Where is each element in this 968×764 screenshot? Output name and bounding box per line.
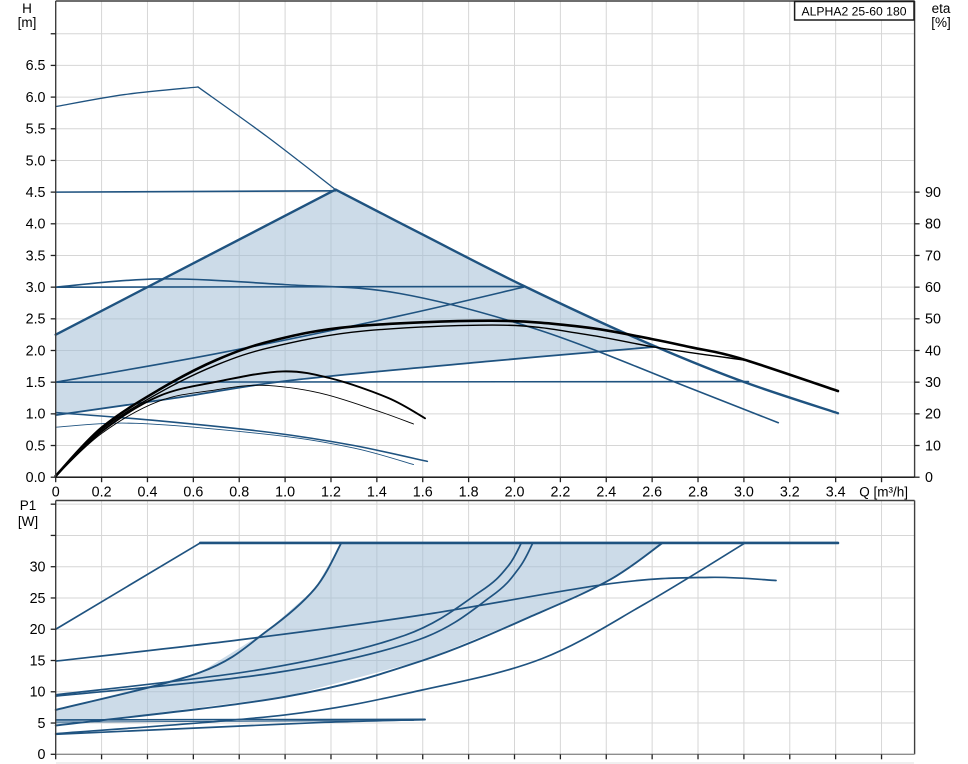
svg-text:0.8: 0.8 [229, 485, 249, 501]
svg-text:15: 15 [30, 653, 46, 669]
svg-text:5.5: 5.5 [26, 122, 46, 138]
svg-text:[m]: [m] [18, 15, 37, 30]
svg-text:0: 0 [38, 747, 46, 763]
svg-text:5: 5 [38, 716, 46, 732]
svg-text:eta: eta [932, 1, 951, 16]
svg-text:1.0: 1.0 [275, 485, 295, 501]
svg-text:[W]: [W] [18, 514, 38, 529]
svg-text:0.2: 0.2 [92, 485, 112, 501]
svg-text:2.4: 2.4 [596, 485, 616, 501]
svg-text:25: 25 [30, 591, 46, 607]
svg-text:2.2: 2.2 [550, 485, 570, 501]
svg-text:[%]: [%] [931, 15, 951, 30]
svg-text:10: 10 [925, 438, 941, 454]
svg-text:0.4: 0.4 [138, 485, 158, 501]
svg-text:1.6: 1.6 [413, 485, 433, 501]
svg-text:ALPHA2 25-60 180: ALPHA2 25-60 180 [801, 5, 906, 19]
svg-text:6.0: 6.0 [26, 90, 46, 106]
svg-text:1.2: 1.2 [321, 485, 341, 501]
svg-text:0: 0 [52, 485, 60, 501]
svg-text:3.0: 3.0 [734, 485, 754, 501]
svg-text:2.0: 2.0 [505, 485, 525, 501]
svg-text:1.5: 1.5 [26, 375, 46, 391]
svg-text:0.5: 0.5 [26, 438, 46, 454]
svg-text:2.6: 2.6 [642, 485, 662, 501]
svg-text:4.0: 4.0 [26, 217, 46, 233]
svg-text:2.5: 2.5 [26, 312, 46, 328]
svg-text:2.0: 2.0 [26, 343, 46, 359]
svg-text:80: 80 [925, 217, 941, 233]
svg-text:1.8: 1.8 [459, 485, 479, 501]
svg-text:0: 0 [925, 470, 933, 486]
svg-text:Q [m³/h]: Q [m³/h] [859, 485, 908, 500]
svg-text:0.0: 0.0 [26, 470, 46, 486]
svg-text:90: 90 [925, 185, 941, 201]
svg-text:3.5: 3.5 [26, 248, 46, 264]
svg-text:3.0: 3.0 [26, 280, 46, 296]
svg-text:H: H [22, 1, 32, 16]
svg-text:5.0: 5.0 [26, 153, 46, 169]
svg-text:2.8: 2.8 [688, 485, 708, 501]
svg-text:3.4: 3.4 [826, 485, 846, 501]
svg-text:20: 20 [30, 622, 46, 638]
svg-text:30: 30 [925, 375, 941, 391]
svg-text:60: 60 [925, 280, 941, 296]
svg-text:3.2: 3.2 [780, 485, 800, 501]
svg-text:0.6: 0.6 [183, 485, 203, 501]
svg-text:40: 40 [925, 343, 941, 359]
svg-text:20: 20 [925, 407, 941, 423]
svg-text:30: 30 [30, 560, 46, 576]
svg-text:1.4: 1.4 [367, 485, 387, 501]
svg-text:10: 10 [30, 685, 46, 701]
svg-text:6.5: 6.5 [26, 58, 46, 74]
svg-text:70: 70 [925, 248, 941, 264]
svg-text:1.0: 1.0 [26, 407, 46, 423]
svg-text:50: 50 [925, 312, 941, 328]
svg-text:4.5: 4.5 [26, 185, 46, 201]
svg-text:P1: P1 [20, 498, 37, 513]
